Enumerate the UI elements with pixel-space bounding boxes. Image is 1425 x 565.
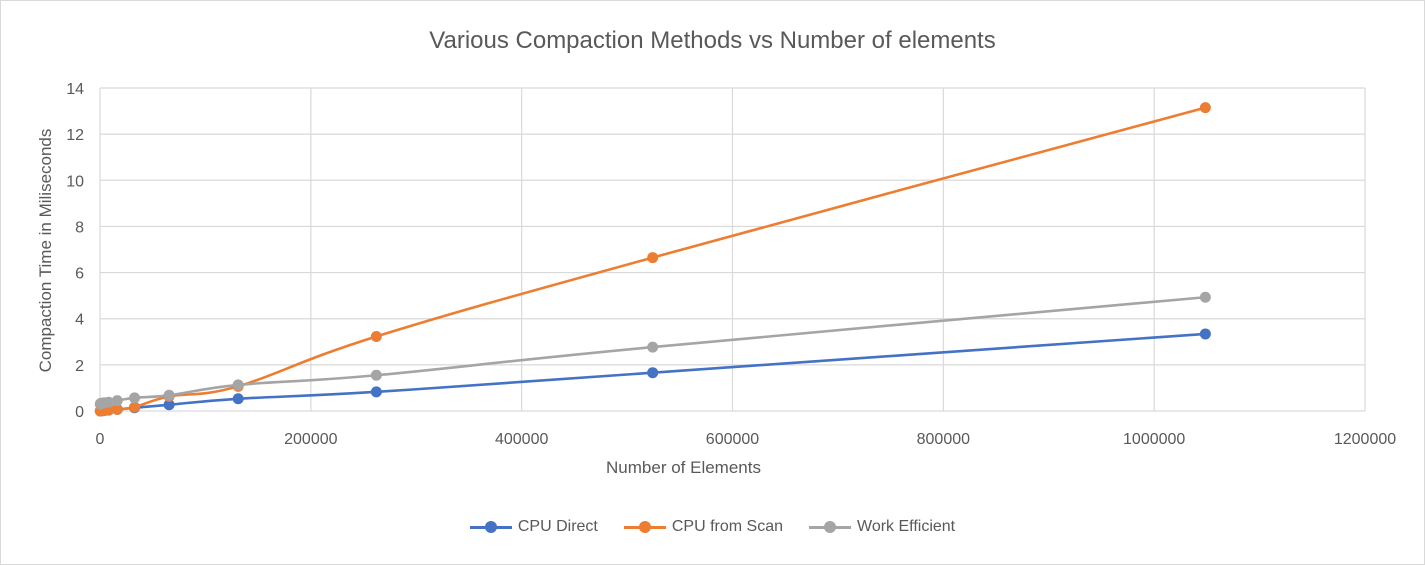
data-point-work-efficient <box>1199 291 1211 303</box>
data-point-cpu-direct <box>232 393 244 405</box>
data-point-work-efficient <box>103 396 115 408</box>
legend-label-cpu-from-scan: CPU from Scan <box>671 518 784 535</box>
line-chart: 0 2 4 6 8 10 12 14 0 200000 400000 600000 800000 1000… <box>36 81 1396 477</box>
legend: CPU Direct CPU from Scan Work Efficient <box>1 518 1424 536</box>
legend-swatch-work-efficient <box>809 520 852 534</box>
data-point-work-efficient <box>129 392 141 404</box>
data-point-cpu-direct <box>647 367 659 379</box>
x-tick-label: 1200000 <box>1334 431 1396 448</box>
y-tick-label: 2 <box>75 358 84 375</box>
x-tick-label: 600000 <box>706 431 759 448</box>
y-tick-label: 8 <box>75 219 84 236</box>
legend-item-cpu-direct: CPU Direct <box>469 518 598 536</box>
y-tick-label: 6 <box>75 266 84 283</box>
x-axis-label: Number of Elements <box>606 458 761 477</box>
data-point-cpu-direct <box>370 386 382 398</box>
legend-item-work-efficient: Work Efficient <box>809 518 955 536</box>
x-tick-label: 400000 <box>495 431 548 448</box>
data-point-cpu-from-scan <box>370 330 382 342</box>
legend-swatch-cpu-from-scan <box>623 520 666 534</box>
data-point-work-efficient <box>647 341 659 353</box>
legend-swatch-cpu-direct <box>469 520 512 534</box>
data-point-work-efficient <box>232 379 244 391</box>
chart-title: Various Compaction Methods vs Number of … <box>429 27 996 54</box>
data-point-work-efficient <box>370 369 382 381</box>
y-tick-label: 14 <box>66 81 84 98</box>
data-point-cpu-from-scan <box>129 401 141 413</box>
y-tick-label: 4 <box>75 312 84 329</box>
x-tick-label: 0 <box>96 431 105 448</box>
data-point-cpu-from-scan <box>647 252 659 264</box>
y-tick-label: 10 <box>66 173 84 190</box>
legend-label-cpu-direct: CPU Direct <box>517 518 598 535</box>
data-point-cpu-direct <box>163 399 175 411</box>
legend-item-cpu-from-scan: CPU from Scan <box>623 518 784 536</box>
x-tick-label: 1000000 <box>1123 431 1185 448</box>
y-axis-label: Compaction Time in Miliseconds <box>36 129 55 373</box>
x-tick-label: 800000 <box>917 431 970 448</box>
data-point-cpu-from-scan <box>111 403 123 415</box>
data-point-work-efficient <box>111 395 123 407</box>
data-point-cpu-direct <box>1199 328 1211 340</box>
y-tick-label: 12 <box>66 127 84 144</box>
y-tick-label: 0 <box>75 404 84 421</box>
data-point-cpu-from-scan <box>1199 102 1211 114</box>
data-point-work-efficient <box>163 389 175 401</box>
x-tick-label: 200000 <box>284 431 337 448</box>
legend-label-work-efficient: Work Efficient <box>857 518 956 535</box>
